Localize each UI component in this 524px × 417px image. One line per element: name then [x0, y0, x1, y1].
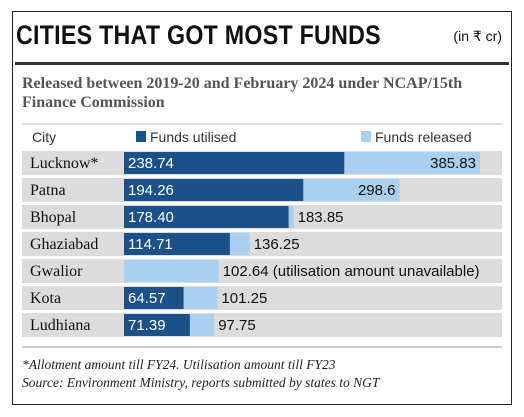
bar-utilised	[124, 314, 190, 336]
legend-label-released: Funds released	[375, 129, 472, 145]
footnote-source: Source: Environment Ministry, reports su…	[22, 375, 380, 390]
city-label: Bhopal	[30, 209, 77, 226]
value-label-released: 385.83	[430, 155, 476, 172]
city-label: Ludhiana	[30, 317, 90, 334]
value-label-released: 102.64 (utilisation amount unavailable)	[223, 263, 480, 280]
bar-utilised	[124, 152, 345, 174]
row-background	[22, 286, 502, 310]
value-label-released: 183.85	[298, 209, 344, 226]
bar-utilised	[124, 179, 304, 201]
legend-swatch-released	[361, 131, 371, 142]
value-label-utilised: 71.39	[128, 317, 166, 334]
title-rule	[15, 62, 509, 65]
value-label-utilised: 194.26	[128, 182, 174, 199]
chart-frame	[12, 11, 512, 405]
category-header: City	[32, 129, 56, 145]
city-label: Lucknow*	[30, 155, 98, 172]
bar-utilised	[124, 233, 230, 255]
unit-label: (in ₹ cr)	[453, 28, 502, 44]
row-background	[22, 313, 502, 337]
legend-swatch-utilised	[136, 131, 146, 142]
bar-utilised	[124, 287, 184, 309]
bar-utilised	[124, 206, 289, 228]
value-label-released: 298.6	[358, 182, 396, 199]
chart-title: CITIES THAT GOT MOST FUNDS	[16, 20, 381, 50]
value-label-released: 97.75	[218, 317, 256, 334]
value-label-utilised: 64.57	[128, 290, 166, 307]
value-label-released: 136.25	[254, 236, 300, 253]
row-background	[22, 232, 502, 256]
city-label: Kota	[30, 290, 61, 307]
footnote-allotment: *Allotment amount till FY24. Utilisation…	[22, 357, 336, 372]
bar-released	[124, 260, 219, 282]
value-label-utilised: 178.40	[128, 209, 174, 226]
row-background	[22, 259, 502, 283]
city-label: Ghaziabad	[30, 236, 98, 253]
legend-label-utilised: Funds utilised	[150, 129, 236, 145]
value-label-utilised: 114.71	[128, 236, 173, 253]
value-label-utilised: 238.74	[128, 155, 174, 172]
city-label: Gwalior	[30, 263, 83, 280]
city-label: Patna	[30, 182, 66, 199]
value-label-released: 101.25	[221, 290, 267, 307]
chart-subtitle: Released between 2019-20 and February 20…	[22, 75, 463, 111]
